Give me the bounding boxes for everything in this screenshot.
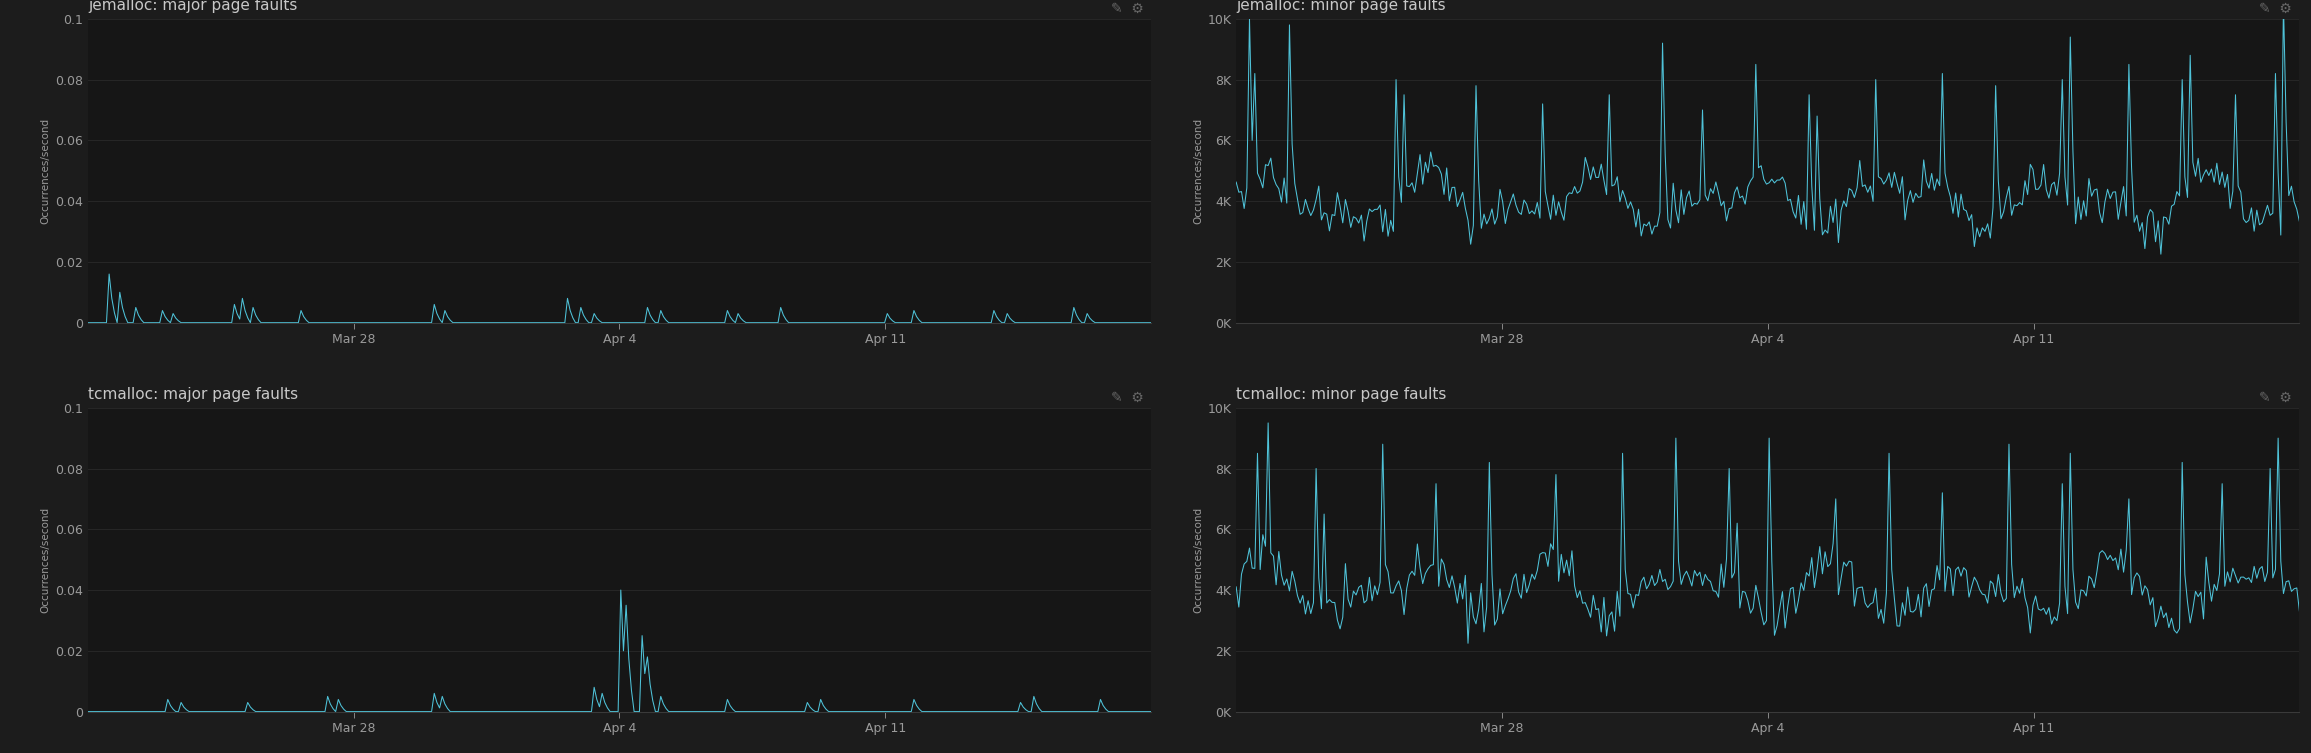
Text: tcmalloc: major page faults: tcmalloc: major page faults <box>88 387 298 402</box>
Y-axis label: Occurrences/second: Occurrences/second <box>42 117 51 224</box>
Y-axis label: Occurrences/second: Occurrences/second <box>42 507 51 613</box>
Text: ✎  ⚙: ✎ ⚙ <box>1112 2 1144 16</box>
Text: jemalloc: minor page faults: jemalloc: minor page faults <box>1236 0 1447 14</box>
Text: tcmalloc: minor page faults: tcmalloc: minor page faults <box>1236 387 1447 402</box>
Y-axis label: Occurrences/second: Occurrences/second <box>1192 117 1204 224</box>
Y-axis label: Occurrences/second: Occurrences/second <box>1192 507 1204 613</box>
Text: ✎  ⚙: ✎ ⚙ <box>2260 391 2293 405</box>
Text: ✎  ⚙: ✎ ⚙ <box>2260 2 2293 16</box>
Text: ✎  ⚙: ✎ ⚙ <box>1112 391 1144 405</box>
Text: jemalloc: major page faults: jemalloc: major page faults <box>88 0 298 14</box>
